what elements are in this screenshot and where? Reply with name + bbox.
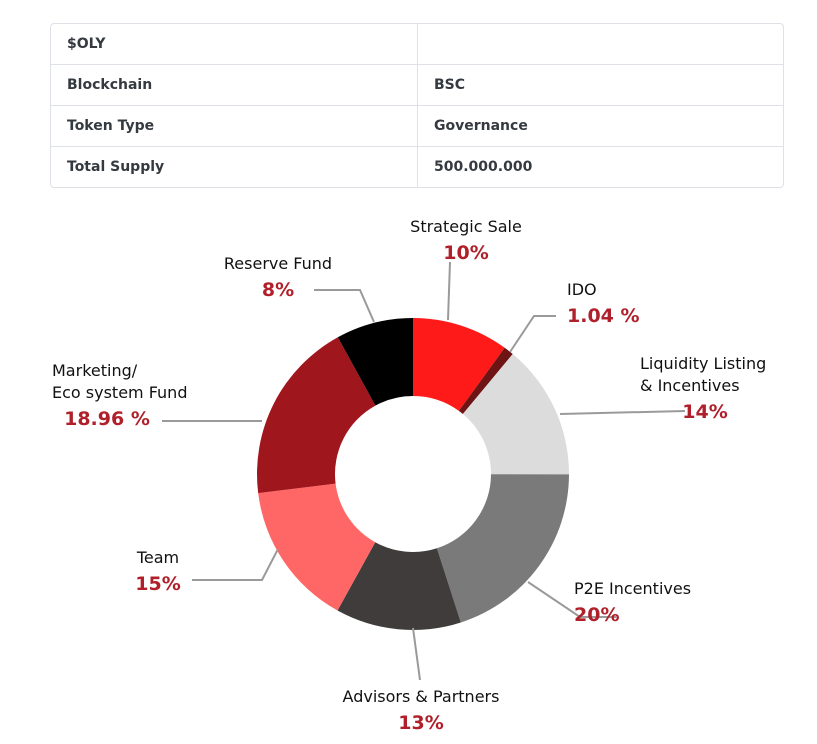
slice-label-team: Team [136,548,179,567]
slice-label-p2e-incentives: P2E Incentives [574,579,691,598]
leader-line-liquidity-listing-incentives [559,410,686,415]
slice-label-advisors-partners: Advisors & Partners [343,687,500,706]
slice-percent-p2e-incentives: 20% [574,604,619,626]
table-cell-key: Blockchain [51,65,418,105]
table-cell-key: Token Type [51,106,418,146]
slice-percent-ido: 1.04 % [567,305,640,327]
slice-percent-liquidity-listing-incentives: 14% [682,401,727,423]
table-cell-value: BSC [434,77,466,93]
donut-slices [257,318,569,630]
table-cell-key: Total Supply [51,147,418,187]
slice-marketing-eco-system-fund [257,337,376,494]
slice-advisors-partners [337,542,461,630]
slice-label-ido: IDO [567,280,597,299]
label-leader-lines [162,261,686,681]
slice-label-liquidity-listing-incentives: Liquidity Listing [640,354,766,373]
slice-reserve-fund [337,318,413,406]
slice-label-marketing-eco-system-fund: Eco system Fund [52,383,187,402]
table-row: $OLY [51,24,783,65]
leader-line-advisors-partners [412,627,421,681]
slice-liquidity-listing-incentives [462,354,569,475]
slice-p2e-incentives [436,474,569,623]
slice-percent-marketing-eco-system-fund: 18.96 % [64,408,150,430]
leader-line-team [192,548,279,581]
slice-percent-advisors-partners: 13% [398,712,443,734]
table-row: Blockchain BSC [51,65,783,106]
leader-line-ido [509,315,556,353]
slice-strategic-sale [413,318,505,411]
slice-label-reserve-fund: Reserve Fund [224,254,332,273]
slice-percent-reserve-fund: 8% [262,279,294,301]
token-info-table: $OLY Blockchain BSC Token Type Governanc… [50,23,784,188]
table-cell-value: 500.000.000 [434,159,533,175]
slice-percent-team: 15% [135,573,180,595]
slice-label-marketing-eco-system-fund: Marketing/ [52,361,138,380]
slice-label-strategic-sale: Strategic Sale [410,217,522,236]
leader-line-strategic-sale [447,261,451,321]
table-cell-key: $OLY [51,24,418,64]
slice-ido [458,347,513,415]
table-cell-value: Governance [434,118,528,134]
leader-line-p2e-incentives [527,581,616,618]
slice-label-liquidity-listing-incentives: & Incentives [640,376,740,395]
leader-line-reserve-fund [314,289,375,323]
table-row: Token Type Governance [51,106,783,147]
table-row: Total Supply 500.000.000 [51,147,783,187]
slice-team [258,483,376,611]
slice-percent-strategic-sale: 10% [443,242,488,264]
slice-labels: Strategic Sale 10% IDO 1.04 % Liquidity List… [52,217,766,734]
